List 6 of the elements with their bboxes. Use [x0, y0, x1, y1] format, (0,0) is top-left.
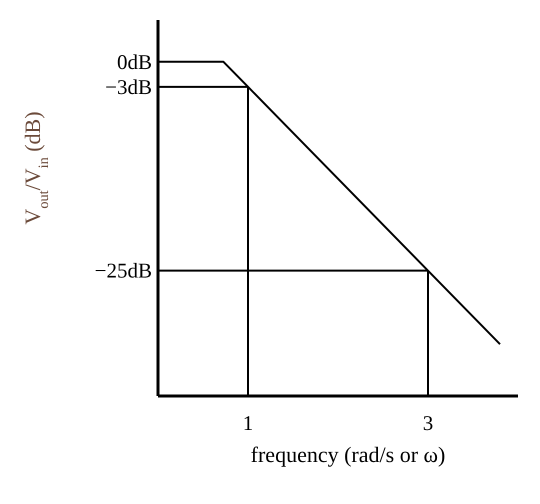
x-tick-label: 1	[242, 411, 254, 435]
y-tick-label: −25dB	[94, 258, 152, 283]
y-tick-label: −3dB	[105, 74, 152, 99]
y-tick-label: 0dB	[116, 50, 152, 74]
x-tick-label: 3	[422, 411, 434, 435]
x-axis-title: frequency (rad/s or ω)	[250, 442, 446, 467]
